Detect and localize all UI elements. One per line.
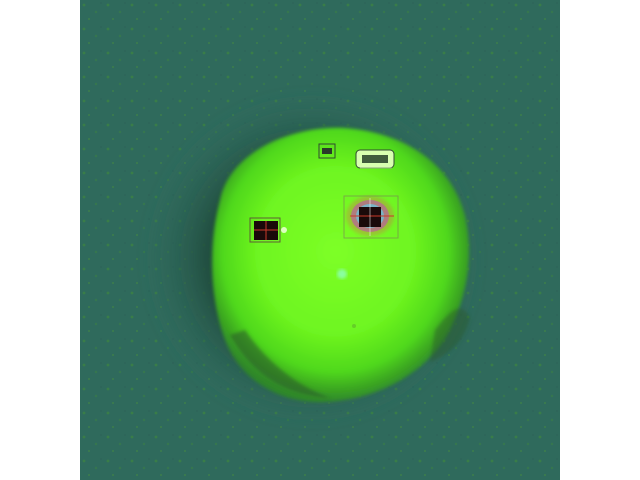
marker-right: [343, 195, 399, 239]
micrograph-canvas: [80, 0, 560, 480]
micrograph-frame: [80, 0, 560, 480]
cyan-speck: [337, 269, 347, 279]
marker-top-small: [318, 143, 336, 159]
blob-shadow-right: [430, 308, 470, 362]
green-blob: [212, 127, 470, 403]
blob-shadow-fold: [230, 330, 330, 398]
marker-top-label: [355, 149, 395, 169]
blob-spot: [352, 324, 356, 328]
marker-left: [249, 217, 287, 243]
